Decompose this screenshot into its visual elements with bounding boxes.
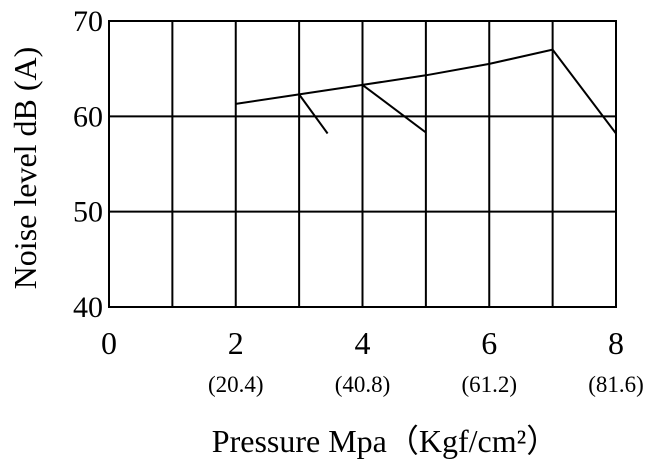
x-tick-label: 2 — [228, 325, 244, 361]
x-secondary-tick-label: (40.8) — [335, 372, 391, 397]
series-layer — [235, 48, 617, 135]
plot-frame — [108, 20, 617, 308]
x-tick-label: 4 — [355, 325, 371, 361]
x-tick-labels: 0 2 4 6 8 — [101, 325, 624, 361]
x-tick-label: 6 — [481, 325, 497, 361]
x-secondary-tick-label: (20.4) — [208, 372, 264, 397]
grid — [109, 21, 616, 307]
y-tick-label: 60 — [73, 100, 103, 133]
y-tick-label: 50 — [73, 196, 103, 229]
x-secondary-tick-label: (61.2) — [461, 372, 517, 397]
y-axis-label: Noise level dB (A) — [7, 47, 43, 290]
x-tick-label: 0 — [101, 325, 117, 361]
y-tick-label: 70 — [73, 5, 103, 38]
x-secondary-tick-label: (81.6) — [588, 372, 644, 397]
series-line-2 — [298, 93, 329, 135]
x-secondary-tick-labels: (20.4) (40.8) (61.2) (81.6) — [208, 372, 644, 397]
x-axis-label: Pressure Mpa（Kgf/cm²） — [212, 423, 558, 459]
y-tick-label: 40 — [73, 291, 103, 324]
x-tick-label: 8 — [608, 325, 624, 361]
y-tick-labels: 40 50 60 70 — [73, 5, 103, 324]
series-line-3 — [361, 84, 427, 134]
plot-border — [108, 20, 617, 308]
